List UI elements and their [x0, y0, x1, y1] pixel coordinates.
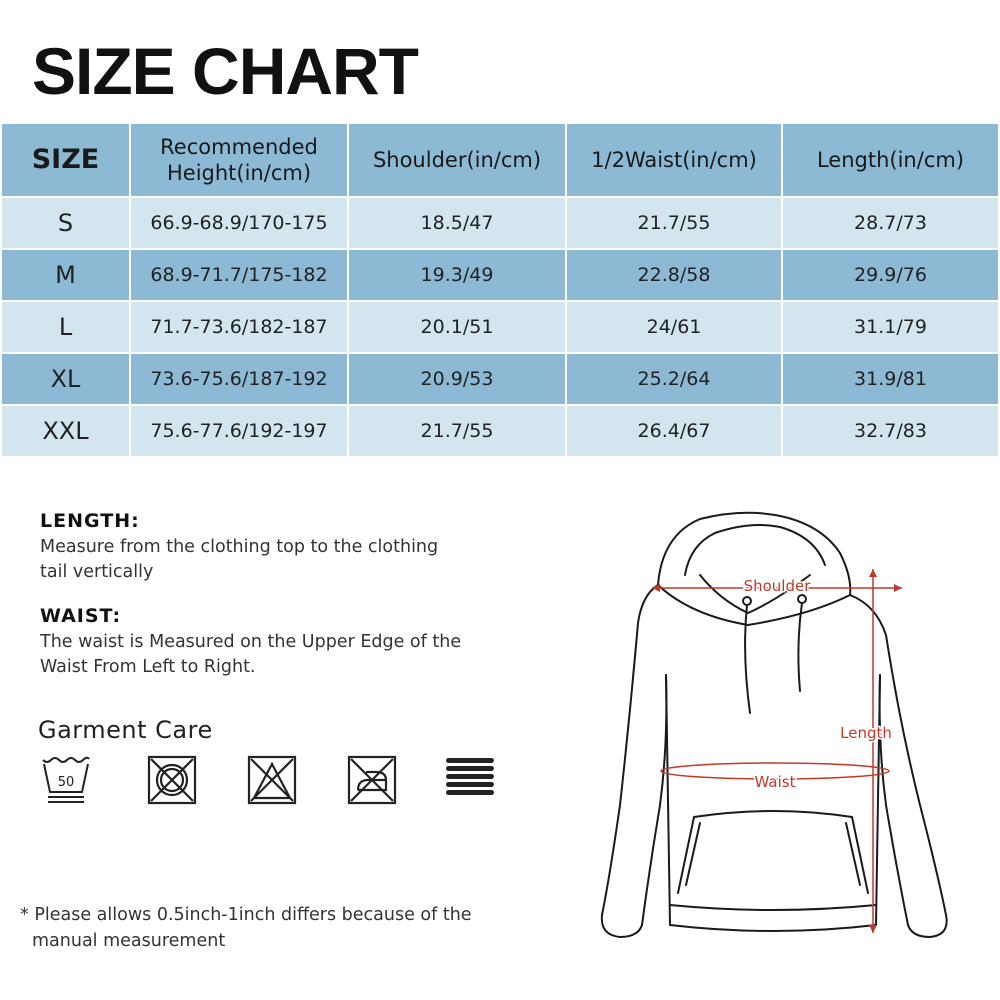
header-size: SIZE — [2, 124, 131, 198]
cell-shoulder: 18.5/47 — [348, 197, 567, 250]
table-row: XXL 75.6-77.6/192-197 21.7/55 26.4/67 32… — [2, 405, 998, 458]
length-label: Length — [840, 724, 892, 742]
header-height-line1: Recommended — [160, 134, 318, 159]
cell-length: 31.9/81 — [782, 353, 998, 406]
header-waist: 1/2Waist(in/cm) — [566, 124, 783, 198]
waist-desc-line2: Waist From Left to Right. — [40, 657, 256, 677]
cell-waist: 21.7/55 — [566, 197, 783, 250]
shoulder-arrow-right — [894, 584, 902, 592]
cell-length: 32.7/83 — [782, 405, 998, 458]
waist-desc-line1: The waist is Measured on the Upper Edge … — [40, 632, 462, 652]
cell-size: L — [2, 301, 131, 354]
table-row: S 66.9-68.9/170-175 18.5/47 21.7/55 28.7… — [2, 197, 998, 250]
cell-height: 66.9-68.9/170-175 — [130, 197, 349, 250]
waist-ellipse — [660, 762, 890, 780]
cell-shoulder: 21.7/55 — [348, 405, 567, 458]
note-line1: * Please allows 0.5inch-1inch differs be… — [20, 905, 472, 925]
cell-height: 73.6-75.6/187-192 — [130, 353, 349, 406]
wash-50-icon: 50 — [42, 756, 90, 803]
garment-care-title: Garment Care — [38, 716, 213, 744]
waist-description: The waist is Measured on the Upper Edge … — [40, 630, 510, 680]
table-row: M 68.9-71.7/175-182 19.3/49 22.8/58 29.9… — [2, 249, 998, 302]
cell-waist: 25.2/64 — [566, 353, 783, 406]
header-shoulder: Shoulder(in/cm) — [348, 124, 567, 198]
table-row: L 71.7-73.6/182-187 20.1/51 24/61 31.1/7… — [2, 301, 998, 354]
hoodie-diagram: Shoulder Length Waist — [600, 511, 948, 938]
wash-temp-label: 50 — [58, 775, 75, 790]
header-height-line2: Height(in/cm) — [166, 161, 312, 185]
cell-length: 28.7/73 — [782, 197, 998, 250]
length-info: LENGTH: Measure from the clothing top to… — [40, 510, 510, 585]
cell-waist: 24/61 — [566, 301, 783, 354]
dry-flat-icon — [446, 758, 494, 795]
cell-height: 75.6-77.6/192-197 — [130, 405, 349, 458]
page-title: SIZE CHART — [32, 34, 419, 108]
cell-shoulder: 20.1/51 — [348, 301, 567, 354]
cell-length: 31.1/79 — [782, 301, 998, 354]
cell-height: 68.9-71.7/175-182 — [130, 249, 349, 302]
cell-size: XL — [2, 353, 131, 406]
header-length: Length(in/cm) — [782, 124, 998, 198]
measurement-note: * Please allows 0.5inch-1inch differs be… — [20, 902, 500, 954]
length-arrow-bottom — [869, 925, 877, 933]
note-line2: manual measurement — [32, 931, 226, 951]
measurement-lines: Shoulder Length Waist — [652, 569, 902, 933]
do-not-tumble-dry-icon — [147, 755, 197, 805]
length-desc-line1: Measure from the clothing top to the clo… — [40, 537, 439, 557]
cell-length: 29.9/76 — [782, 249, 998, 302]
table-header-row: SIZE Recommended Height(in/cm) Shoulder(… — [2, 124, 998, 198]
cell-height: 71.7-73.6/182-187 — [130, 301, 349, 354]
length-heading: LENGTH: — [40, 510, 140, 532]
length-desc-line2: tail vertically — [40, 562, 154, 582]
waist-heading: WAIST: — [40, 605, 122, 627]
length-description: Measure from the clothing top to the clo… — [40, 535, 510, 585]
shoulder-arrow-left — [652, 584, 660, 592]
do-not-bleach-icon — [247, 755, 297, 805]
cell-shoulder: 20.9/53 — [348, 353, 567, 406]
table-row: XL 73.6-75.6/187-192 20.9/53 25.2/64 31.… — [2, 353, 998, 406]
cell-size: XXL — [2, 405, 131, 458]
do-not-iron-icon — [347, 755, 397, 805]
cell-waist: 22.8/58 — [566, 249, 783, 302]
shoulder-label: Shoulder — [744, 577, 812, 595]
length-arrow-top — [869, 569, 877, 577]
cell-shoulder: 19.3/49 — [348, 249, 567, 302]
size-table: SIZE Recommended Height(in/cm) Shoulder(… — [2, 124, 998, 458]
cell-size: M — [2, 249, 131, 302]
cell-size: S — [2, 197, 131, 250]
waist-info: WAIST: The waist is Measured on the Uppe… — [40, 605, 510, 680]
care-icons: 50 — [40, 754, 510, 806]
waist-label: Waist — [755, 773, 796, 791]
cell-waist: 26.4/67 — [566, 405, 783, 458]
header-height: Recommended Height(in/cm) — [130, 124, 349, 198]
